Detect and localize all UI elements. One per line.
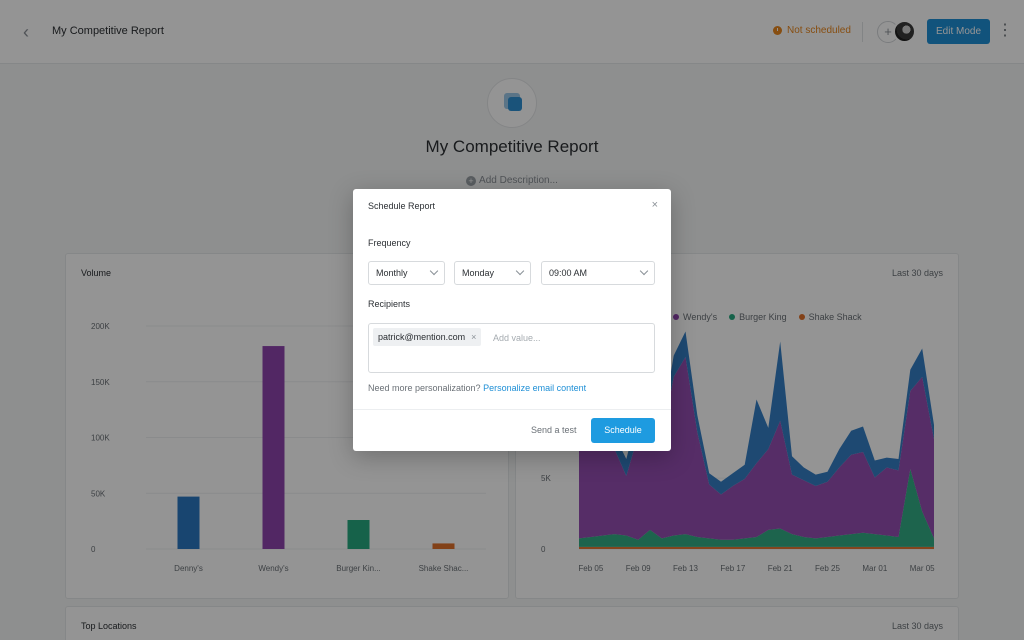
top-bar: ‹ My Competitive Report Not scheduled + … xyxy=(0,0,1024,64)
add-description-label: Add Description... xyxy=(479,175,558,186)
back-arrow-icon[interactable]: ‹ xyxy=(23,22,29,42)
recipient-email: patrick@mention.com xyxy=(378,332,466,342)
trend-card-range[interactable]: Last 30 days xyxy=(891,268,943,278)
x-tick-label: Burger Kin... xyxy=(336,564,380,573)
page-title: My Competitive Report xyxy=(425,137,599,156)
y-tick-label: 200K xyxy=(91,322,110,331)
schedule-report-modal: Schedule Report × Frequency Monthly Mond… xyxy=(353,189,671,451)
send-test-button[interactable]: Send a test xyxy=(531,425,577,435)
area-series xyxy=(579,357,934,540)
x-tick-label: Shake Shac... xyxy=(419,564,469,573)
bar xyxy=(177,496,200,549)
x-tick-label: Mar 05 xyxy=(910,564,935,573)
bar xyxy=(347,520,370,549)
add-description-link[interactable]: + Add Description... xyxy=(0,175,1024,186)
close-icon[interactable]: × xyxy=(651,199,658,211)
chevron-down-icon xyxy=(639,266,649,276)
frequency-select[interactable]: Monthly xyxy=(368,261,445,285)
x-tick-label: Denny's xyxy=(174,564,203,573)
time-select[interactable]: 09:00 AM xyxy=(541,261,655,285)
area-series xyxy=(579,469,934,547)
personalize-email-link[interactable]: Personalize email content xyxy=(483,383,587,393)
x-tick-label: Mar 01 xyxy=(862,564,887,573)
y-tick-label: 150K xyxy=(91,378,110,387)
recipient-chip: patrick@mention.com × xyxy=(373,328,482,346)
add-recipient-input[interactable] xyxy=(493,329,643,347)
plus-icon: + xyxy=(466,176,477,186)
frequency-value: Monthly xyxy=(376,268,408,278)
x-tick-label: Feb 17 xyxy=(720,564,745,573)
trend-area-chart: 0 5K Feb 05 Feb 09 Feb 13 Feb 17 Feb 21 Feb 25 M… xyxy=(541,331,935,573)
chevron-down-icon xyxy=(429,266,439,276)
top-locations-title: Top Locations xyxy=(81,621,137,631)
modal-footer: Send a test Schedule xyxy=(353,409,671,451)
y-tick-label: 50K xyxy=(91,489,106,498)
day-value: Monday xyxy=(462,268,495,278)
area-series xyxy=(579,331,934,495)
legend-item-wendys[interactable]: Wendy's xyxy=(673,312,717,322)
recipients-field[interactable]: patrick@mention.com × xyxy=(368,323,655,373)
trend-legend: Wendy's Burger King Shake Shack xyxy=(673,312,862,322)
day-select[interactable]: Monday xyxy=(454,261,531,285)
volume-card-title: Volume xyxy=(81,268,112,278)
personalization-hint: Need more personalization? Personalize e… xyxy=(368,383,587,393)
legend-item-burger-king[interactable]: Burger King xyxy=(729,312,787,322)
x-tick-label: Feb 25 xyxy=(815,564,840,573)
schedule-button[interactable]: Schedule xyxy=(591,418,655,443)
remove-chip-icon[interactable]: × xyxy=(471,332,477,342)
x-tick-label: Wendy's xyxy=(258,564,288,573)
y-tick-label: 0 xyxy=(541,545,546,554)
area-series xyxy=(579,546,934,549)
recipients-label: Recipients xyxy=(368,299,411,309)
warning-icon xyxy=(773,26,782,35)
report-icon xyxy=(487,78,537,128)
top-locations-range[interactable]: Last 30 days xyxy=(891,621,943,631)
time-value: 09:00 AM xyxy=(549,268,588,278)
y-tick-label: 100K xyxy=(91,434,110,443)
bar xyxy=(262,346,285,549)
avatar[interactable] xyxy=(893,20,916,43)
x-tick-label: Feb 13 xyxy=(673,564,698,573)
x-tick-label: Feb 21 xyxy=(768,564,793,573)
frequency-label: Frequency xyxy=(368,238,411,248)
y-tick-label: 5K xyxy=(541,474,551,483)
chevron-down-icon xyxy=(515,266,525,276)
edit-mode-button[interactable]: Edit Mode xyxy=(927,19,990,44)
legend-item-shake-shack[interactable]: Shake Shack xyxy=(798,312,862,322)
x-tick-label: Feb 09 xyxy=(626,564,651,573)
schedule-status-label: Not scheduled xyxy=(787,25,851,36)
bar xyxy=(432,543,455,549)
modal-title: Schedule Report xyxy=(368,201,436,211)
x-tick-label: Feb 05 xyxy=(578,564,603,573)
top-locations-card: Top Locations Last 30 days xyxy=(65,606,959,640)
schedule-status[interactable]: Not scheduled xyxy=(773,25,851,36)
header-report-name: My Competitive Report xyxy=(52,25,164,37)
y-tick-label: 0 xyxy=(91,545,96,554)
divider xyxy=(862,22,863,42)
